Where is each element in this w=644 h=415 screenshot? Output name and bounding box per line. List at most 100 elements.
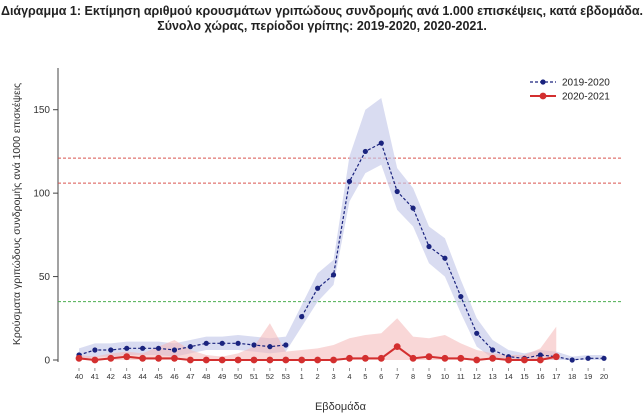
series-2019-2020-point <box>490 347 496 353</box>
series-2019-2020-point <box>283 342 289 348</box>
x-tick-label: 17 <box>552 372 560 381</box>
x-tick-label: 48 <box>202 372 210 381</box>
x-tick-label: 11 <box>457 372 465 381</box>
series-2019-2020-point <box>410 205 416 211</box>
series-2019-2020-point <box>585 355 591 361</box>
series-2020-2021-point <box>75 354 83 362</box>
series-2020-2021-point <box>377 354 385 362</box>
series-2019-2020-point <box>330 272 337 278</box>
series-2019-2020-point <box>155 345 162 351</box>
series-2020-2021-point <box>186 356 194 364</box>
series-2019-2020-point <box>442 255 448 261</box>
series-2020-2021-point <box>266 356 274 364</box>
series-2019-2020-point <box>203 340 209 346</box>
series-2020-2021-point <box>505 356 512 364</box>
series-2020-2021-point <box>282 356 290 364</box>
y-tick-label: 150 <box>33 105 50 116</box>
series-2019-2020-point <box>394 188 400 195</box>
x-tick-label: 12 <box>473 372 481 381</box>
series-2020-2021-point <box>457 354 465 362</box>
series-2020-2021-point <box>425 353 433 361</box>
x-axis-label: Εβδομάδα <box>315 401 367 413</box>
series-2019-2020-point <box>458 293 464 300</box>
x-tick-label: 13 <box>488 372 496 381</box>
series-2019-2020-point <box>426 243 432 250</box>
series-2020-2021-point <box>91 356 99 364</box>
x-tick-label: 41 <box>91 372 99 381</box>
x-tick-label: 16 <box>536 372 544 381</box>
series-2020-2021-point <box>107 354 115 362</box>
x-tick-label: 19 <box>584 372 592 381</box>
series-2020-2021-point <box>346 354 353 362</box>
series-2020-2021-point <box>250 356 258 364</box>
x-tick-label: 2 <box>316 372 320 381</box>
x-tick-label: 43 <box>123 372 131 381</box>
series-2020-2021-point <box>298 356 306 364</box>
series-2020-2021-point <box>536 356 544 364</box>
x-tick-label: 45 <box>154 372 162 381</box>
legend-marker-2019-2020 <box>540 79 546 85</box>
series-2020-2021-point <box>155 354 162 362</box>
x-tick-label: 46 <box>170 372 178 381</box>
legend-marker-2020-2021 <box>539 92 547 100</box>
x-tick-label: 14 <box>504 372 512 381</box>
series-2020-2021-point <box>441 354 449 362</box>
y-tick-label: 50 <box>39 272 51 283</box>
series-2020-2021-point <box>330 356 337 364</box>
legend-label-2019-2020: 2019-2020 <box>562 78 610 89</box>
x-tick-label: 3 <box>331 372 335 381</box>
y-tick-label: 100 <box>33 189 50 200</box>
series-2020-2021-point <box>218 356 226 364</box>
series-2020-2021-point <box>202 356 210 364</box>
series-2019-2020-point <box>267 344 273 350</box>
series-2019-2020-line <box>78 342 286 356</box>
x-tick-label: 40 <box>75 372 83 381</box>
x-tick-label: 50 <box>234 372 242 381</box>
series-2019-2020-point <box>537 352 543 358</box>
series-2019-2020-point <box>235 340 241 346</box>
series-2019-2020-point <box>315 285 321 291</box>
series-2020-2021-point <box>521 356 528 364</box>
x-tick-label: 15 <box>520 372 528 381</box>
x-tick-label: 53 <box>282 372 290 381</box>
series-2020-2021-point <box>314 356 322 364</box>
series-2020-2021-point <box>234 356 242 364</box>
series-2020-2021-confidence-band <box>79 318 557 360</box>
series-2020-2021-point <box>139 354 147 362</box>
chart-title-block: Διάγραμμα 1: Εκτίμηση αριθμού κρουσμάτων… <box>0 4 644 34</box>
x-tick-label: 9 <box>427 372 431 381</box>
series-2019-2020-point <box>171 347 178 353</box>
series-2019-2020-point <box>299 314 305 320</box>
series-2019-2020-point <box>569 357 575 363</box>
series-2019-2020-confidence-band <box>79 98 604 360</box>
series-2019-2020-point <box>92 347 98 353</box>
series-2019-2020-point <box>362 148 368 155</box>
series-2020-2021-point <box>409 354 417 362</box>
series-2019-2020-point <box>187 344 193 350</box>
series-2020-2021-point <box>393 343 401 351</box>
series-2020-2021-point <box>489 354 497 362</box>
x-tick-label: 1 <box>300 372 304 381</box>
series-2019-2020-point <box>346 178 353 185</box>
series-2019-2020-point <box>251 342 257 348</box>
series-2019-2020-point <box>108 347 114 353</box>
x-tick-label: 6 <box>379 372 383 381</box>
series-2019-2020-point <box>124 345 130 351</box>
y-tick-label: 0 <box>44 356 50 367</box>
series-2019-2020-point <box>140 345 146 351</box>
series-2020-2021-point <box>361 354 369 362</box>
x-tick-label: 7 <box>395 372 399 381</box>
x-tick-label: 4 <box>347 372 351 381</box>
series-2020-2021-point <box>123 353 131 361</box>
x-tick-label: 44 <box>138 372 146 381</box>
x-tick-label: 49 <box>218 372 226 381</box>
chart-title: Διάγραμμα 1: Εκτίμηση αριθμού κρουσμάτων… <box>0 4 644 18</box>
series-2020-2021-point <box>171 354 178 362</box>
chart-subtitle: Σύνολο χώρας, περίοδοι γρίπης: 2019-2020… <box>157 19 487 33</box>
series-2019-2020-point <box>378 140 384 146</box>
legend-label-2020-2021: 2020-2021 <box>562 92 610 103</box>
x-tick-label: 10 <box>441 372 449 381</box>
x-tick-label: 8 <box>411 372 415 381</box>
x-tick-label: 5 <box>363 372 367 381</box>
